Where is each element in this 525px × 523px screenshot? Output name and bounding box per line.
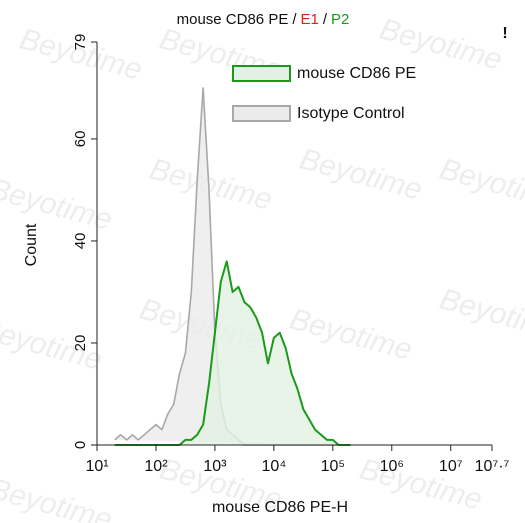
title-part: E1 [301,11,319,28]
x-tick-label: 10⁷·⁷ [475,458,510,475]
x-tick-label: 10⁶ [380,458,404,475]
x-tick-label: 10⁷ [439,458,463,475]
watermark: Beyotime [146,153,275,217]
corner-mark: ! [502,25,507,42]
watermark: Beyotime [436,283,525,347]
legend-label: Isotype Control [297,105,405,122]
legend-label: mouse CD86 PE [297,65,416,82]
x-tick-label: 10⁵ [321,458,345,475]
watermark: Beyotime [0,473,115,523]
y-axis-title: Count [23,223,40,266]
y-tick-label: 79 [72,34,89,51]
y-tick-label: 20 [72,335,89,352]
legend-swatch [232,105,291,122]
x-tick-label: 10⁴ [262,458,287,475]
y-tick-label: 40 [72,233,89,250]
x-tick-label: 10³ [203,458,227,475]
watermark: Beyotime [296,143,425,207]
watermark: Beyotime [16,23,145,87]
chart-title: mouse CD86 PE / E1/P2 [177,11,350,28]
legend-swatch [232,65,291,82]
histogram-line [114,260,351,446]
x-axis-title: mouse CD86 PE-H [212,499,348,516]
y-tick-label: 60 [72,131,89,148]
title-part: / [323,11,328,28]
watermark: Beyotime [436,153,525,217]
title-part: P2 [331,11,349,28]
watermark: Beyotime [356,453,485,517]
watermark: Beyotime [0,313,105,377]
title-part: / [292,11,297,28]
x-tick-label: 10² [144,458,168,475]
y-tick-label: 0 [72,441,89,449]
title-part: mouse CD86 PE [177,11,289,28]
x-tick-label: 10¹ [85,458,108,475]
watermark: Beyotime [0,173,115,237]
watermark: Beyotime [286,303,415,367]
